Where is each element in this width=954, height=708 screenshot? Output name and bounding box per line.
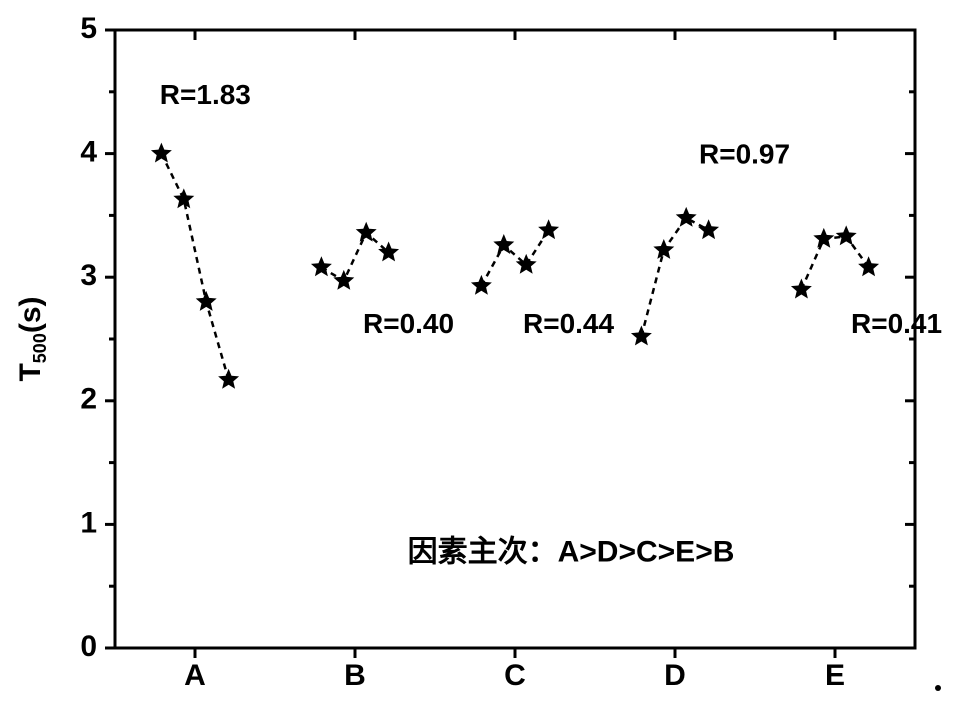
y-tick-label: 4 xyxy=(80,136,97,169)
series-line-D xyxy=(641,218,708,337)
r-label-C: R=0.44 xyxy=(523,308,614,339)
data-point-star xyxy=(471,275,492,295)
series-line-C xyxy=(481,230,548,286)
data-point-star xyxy=(653,239,674,259)
corner-dot xyxy=(935,685,941,691)
data-point-star xyxy=(858,256,879,276)
x-tick-label: D xyxy=(664,659,686,692)
data-point-star xyxy=(813,228,834,248)
data-point-star xyxy=(516,254,537,274)
data-point-star xyxy=(538,219,559,239)
data-point-star xyxy=(836,225,857,245)
y-tick-label: 2 xyxy=(80,383,97,416)
x-tick-label: B xyxy=(344,659,366,692)
r-label-E: R=0.41 xyxy=(851,308,942,339)
x-tick-label: E xyxy=(825,659,845,692)
r-label-D: R=0.97 xyxy=(699,138,790,169)
r-label-A: R=1.83 xyxy=(160,79,251,110)
data-point-star xyxy=(333,270,354,290)
data-point-star xyxy=(196,291,217,311)
y-axis-title: T500(s) xyxy=(14,296,50,381)
series-line-E xyxy=(801,236,868,289)
x-tick-label: C xyxy=(504,659,526,692)
y-tick-label: 5 xyxy=(80,12,97,45)
data-point-star xyxy=(218,369,239,389)
data-point-star xyxy=(173,188,194,208)
data-point-star xyxy=(378,241,399,261)
data-point-star xyxy=(151,143,172,163)
r-label-B: R=0.40 xyxy=(363,308,454,339)
y-tick-label: 1 xyxy=(80,506,97,539)
data-point-star xyxy=(698,219,719,239)
x-tick-label: A xyxy=(184,659,206,692)
data-point-star xyxy=(791,279,812,299)
factor-order-annotation: 因素主次：A>D>C>E>B xyxy=(408,535,735,568)
data-point-star xyxy=(676,207,697,227)
series-line-A xyxy=(161,154,228,380)
y-tick-label: 0 xyxy=(80,630,97,663)
data-point-star xyxy=(311,256,332,276)
series-line-B xyxy=(321,233,388,281)
y-tick-label: 3 xyxy=(80,259,97,292)
data-point-star xyxy=(631,326,652,346)
